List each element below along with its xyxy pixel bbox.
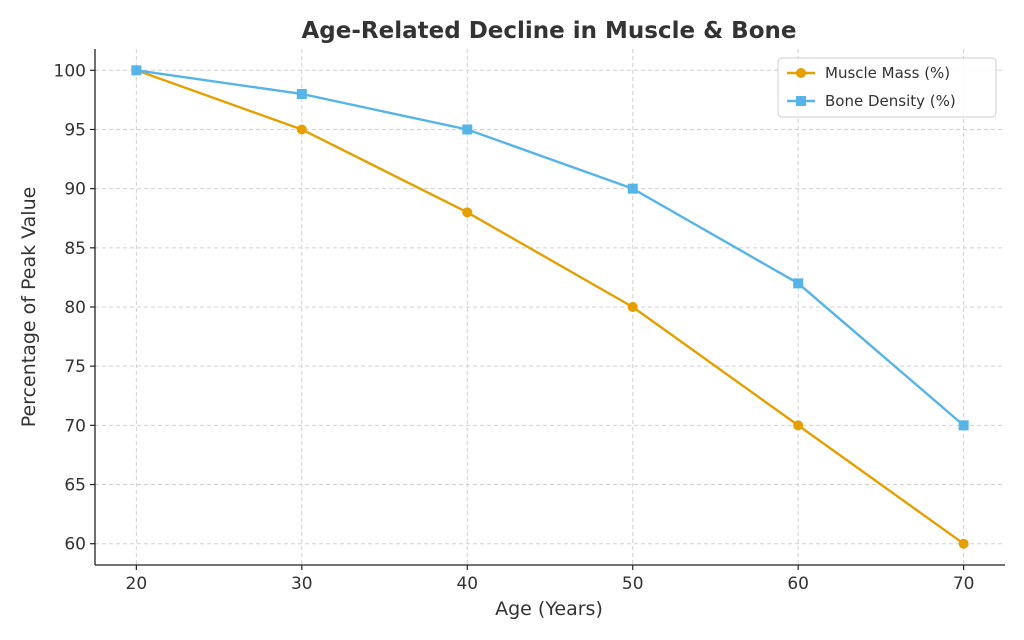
x-axis-label: Age (Years) [495, 598, 603, 620]
data-point [958, 420, 969, 431]
data-point [793, 420, 804, 431]
x-tick-label: 40 [456, 574, 478, 594]
y-axis-label: Percentage of Peak Value [18, 187, 40, 428]
series-bone-density [131, 65, 969, 431]
x-tick-label: 30 [291, 574, 313, 594]
y-tick-label: 90 [64, 180, 86, 200]
legend-box [777, 57, 997, 118]
data-point [958, 538, 969, 549]
x-tick-label: 60 [787, 574, 809, 594]
legend: Muscle Mass (%) Bone Density (%) [777, 57, 997, 118]
x-tick-label: 70 [953, 574, 975, 594]
data-point [131, 65, 142, 76]
y-tick-label: 85 [64, 239, 86, 259]
y-tick-label: 70 [64, 416, 86, 436]
grid [95, 49, 1005, 565]
legend-item: Muscle Mass (%) [787, 64, 950, 82]
x-tick-label: 20 [126, 574, 148, 594]
chart-title: Age-Related Decline in Muscle & Bone [302, 18, 797, 44]
data-point [296, 124, 307, 135]
data-point [462, 207, 473, 218]
y-tick-label: 75 [64, 357, 86, 377]
data-point [296, 88, 307, 99]
legend-item: Bone Density (%) [787, 92, 956, 110]
legend-label: Muscle Mass (%) [825, 64, 950, 82]
series-line [136, 69, 965, 427]
x-tick-label: 50 [622, 574, 644, 594]
y-tick-label: 95 [64, 120, 86, 140]
data-point [627, 183, 638, 194]
y-tick-label: 65 [64, 476, 86, 496]
y-tick-label: 80 [64, 298, 86, 318]
data-point [462, 124, 473, 135]
legend-marker [796, 68, 806, 78]
x-axis-ticks: 20 30 40 50 60 70 [126, 565, 975, 594]
data-point [793, 278, 804, 289]
series-layer [131, 65, 969, 549]
y-axis-ticks: 60 65 70 75 80 85 90 95 100 [54, 61, 95, 555]
series-line [135, 69, 965, 545]
y-tick-label: 100 [54, 61, 86, 81]
legend-marker [796, 96, 806, 106]
y-tick-label: 60 [64, 535, 86, 555]
legend-label: Bone Density (%) [825, 92, 956, 110]
data-point [627, 302, 638, 312]
